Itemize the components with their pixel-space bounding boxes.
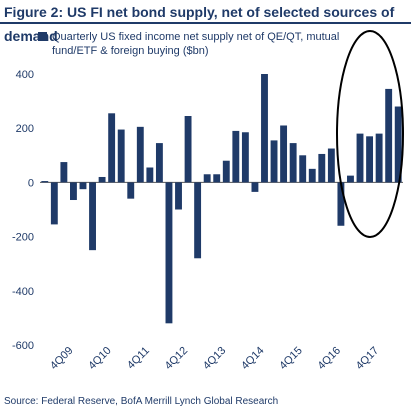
- bar-2q10: [89, 182, 96, 251]
- y-tick-label: -400: [12, 286, 34, 298]
- x-tick-label: 4Q13: [201, 345, 229, 373]
- bar-3q15: [289, 143, 297, 183]
- bar-1q18: [385, 88, 393, 183]
- bar-1q16: [308, 168, 316, 183]
- bar-2q09: [50, 182, 58, 225]
- bar-2q13: [203, 174, 211, 183]
- bar-3q12: [175, 182, 182, 210]
- bar-4q09: [70, 182, 77, 201]
- x-tick-label: 4Q15: [277, 345, 305, 373]
- bar-1q14: [232, 130, 240, 183]
- x-tick-label: 4Q10: [86, 345, 114, 373]
- bar-4q15: [299, 155, 307, 183]
- bar-1q10: [79, 182, 87, 190]
- bar-3q14: [251, 182, 259, 192]
- bar-1q12: [155, 143, 163, 183]
- highlight-ellipse: [336, 30, 404, 238]
- bar-3q10: [98, 176, 106, 183]
- y-tick-label: -600: [12, 340, 34, 352]
- bar-3q13: [213, 174, 221, 183]
- bar-2q11: [127, 182, 135, 199]
- bar-2q12: [165, 182, 173, 324]
- bar-2q17: [356, 133, 364, 183]
- bar-3q11: [136, 126, 144, 183]
- legend-text: Quarterly US fixed income net supply net…: [52, 31, 342, 57]
- y-tick-label: 200: [16, 123, 34, 135]
- x-tick-label: 4Q17: [354, 345, 382, 373]
- annotation-layer: [336, 30, 404, 238]
- bar-2q18: [394, 106, 402, 183]
- bar-2q15: [280, 125, 288, 183]
- bar-4q10: [108, 113, 116, 183]
- x-tick-label: 4Q16: [316, 345, 344, 373]
- bar-3q17: [366, 136, 374, 183]
- bar-1q09: [41, 181, 49, 183]
- bar-1q11: [117, 129, 125, 183]
- bar-4q14: [261, 74, 268, 183]
- y-tick-label: 0: [28, 177, 34, 189]
- bar-4q12: [184, 116, 192, 183]
- x-tick-label: 4Q11: [125, 345, 152, 372]
- x-tick-label: 4Q09: [48, 345, 76, 373]
- bar-2q14: [241, 132, 249, 183]
- bar-1q17: [347, 175, 354, 183]
- bar-3q09: [60, 162, 68, 183]
- figure-title: Figure 2: US FI net bond supply, net of …: [0, 0, 411, 44]
- y-tick-label: -200: [12, 232, 34, 244]
- bar-4q13: [222, 160, 230, 183]
- bar-3q16: [327, 148, 335, 183]
- bar-4q17: [375, 133, 383, 183]
- bar-1q13: [194, 182, 202, 259]
- x-tick-label: 4Q14: [239, 345, 267, 373]
- x-tick-label: 4Q12: [163, 345, 191, 373]
- bar-1q15: [270, 140, 278, 183]
- bar-chart: Quarterly US fixed income net supply net…: [12, 30, 404, 373]
- bar-4q16: [337, 182, 345, 226]
- bars-layer: [41, 74, 402, 324]
- source-note: Source: Federal Reserve, BofA Merrill Ly…: [4, 396, 279, 407]
- bar-2q16: [318, 153, 326, 183]
- y-tick-label: 400: [16, 69, 34, 81]
- legend: Quarterly US fixed income net supply net…: [38, 31, 342, 57]
- legend-swatch: [38, 32, 47, 41]
- bar-4q11: [146, 167, 154, 183]
